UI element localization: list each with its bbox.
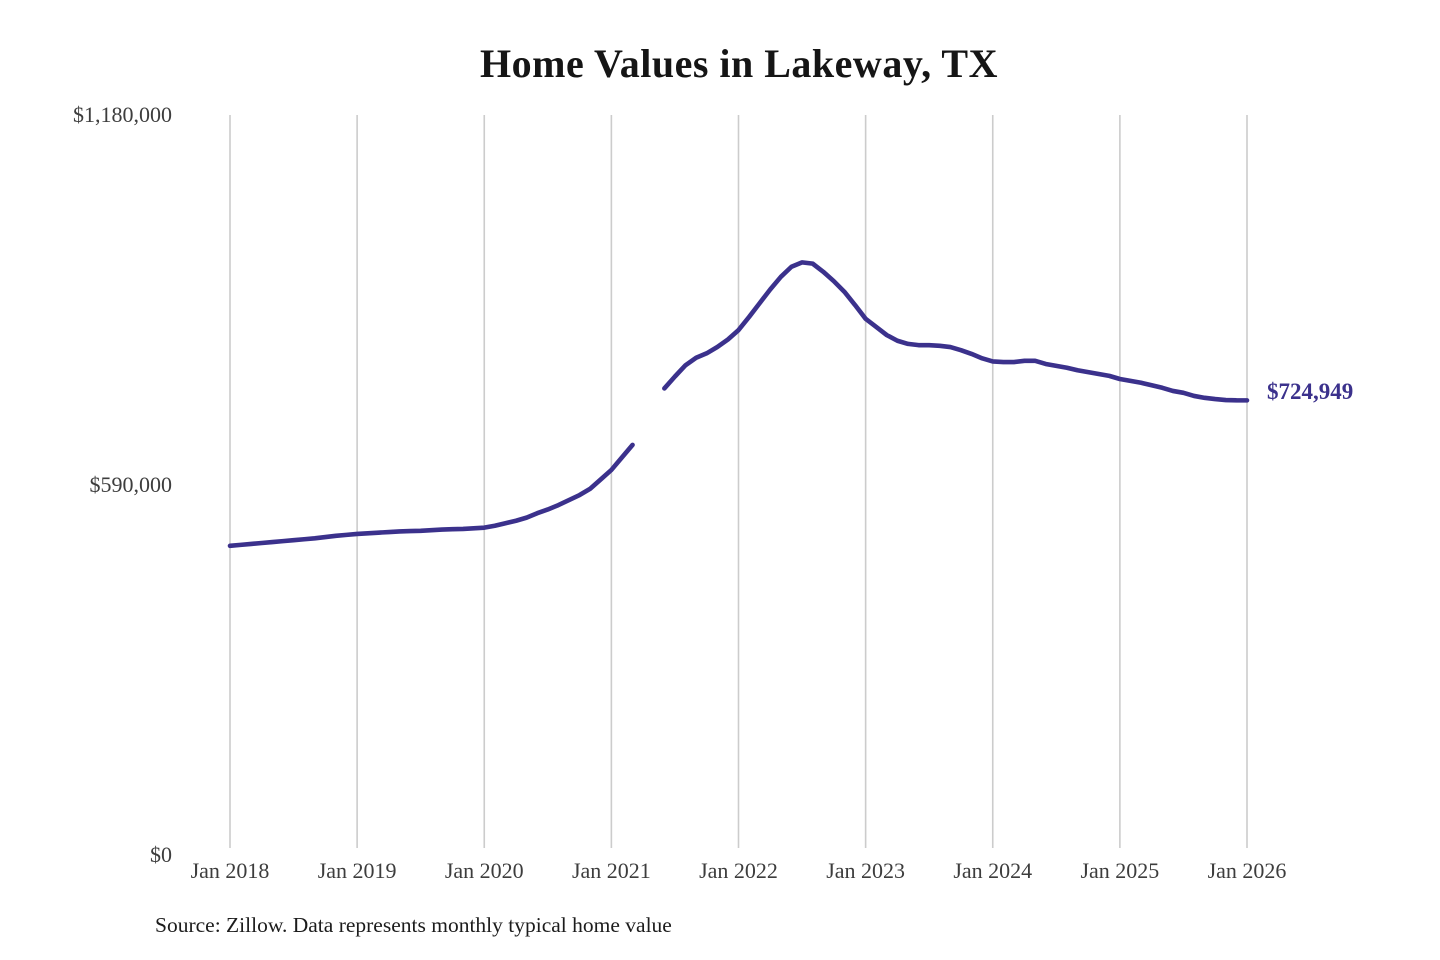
y-axis-tick-label: $0 — [150, 842, 172, 867]
source-note: Source: Zillow. Data represents monthly … — [155, 913, 672, 937]
x-axis-tick-label: Jan 2021 — [571, 858, 651, 883]
x-axis-tick-label: Jan 2020 — [444, 858, 524, 883]
y-axis-tick-label: $1,180,000 — [73, 102, 172, 127]
x-axis-tick-label: Jan 2019 — [317, 858, 397, 883]
y-axis-tick-label: $590,000 — [89, 472, 173, 497]
x-axis-tick-label: Jan 2022 — [699, 858, 778, 883]
x-axis-tick-label: Jan 2026 — [1207, 858, 1287, 883]
x-axis-tick-label: Jan 2018 — [190, 858, 270, 883]
x-axis-tick-label: Jan 2023 — [826, 858, 906, 883]
x-axis-tick-label: Jan 2024 — [953, 858, 1033, 883]
x-axis-tick-label: Jan 2025 — [1080, 858, 1160, 883]
chart-title: Home Values in Lakeway, TX — [480, 41, 998, 86]
value-line-segment — [662, 260, 1250, 403]
latest-value-label: $724,949 — [1267, 379, 1354, 405]
value-line-segment — [227, 442, 635, 549]
